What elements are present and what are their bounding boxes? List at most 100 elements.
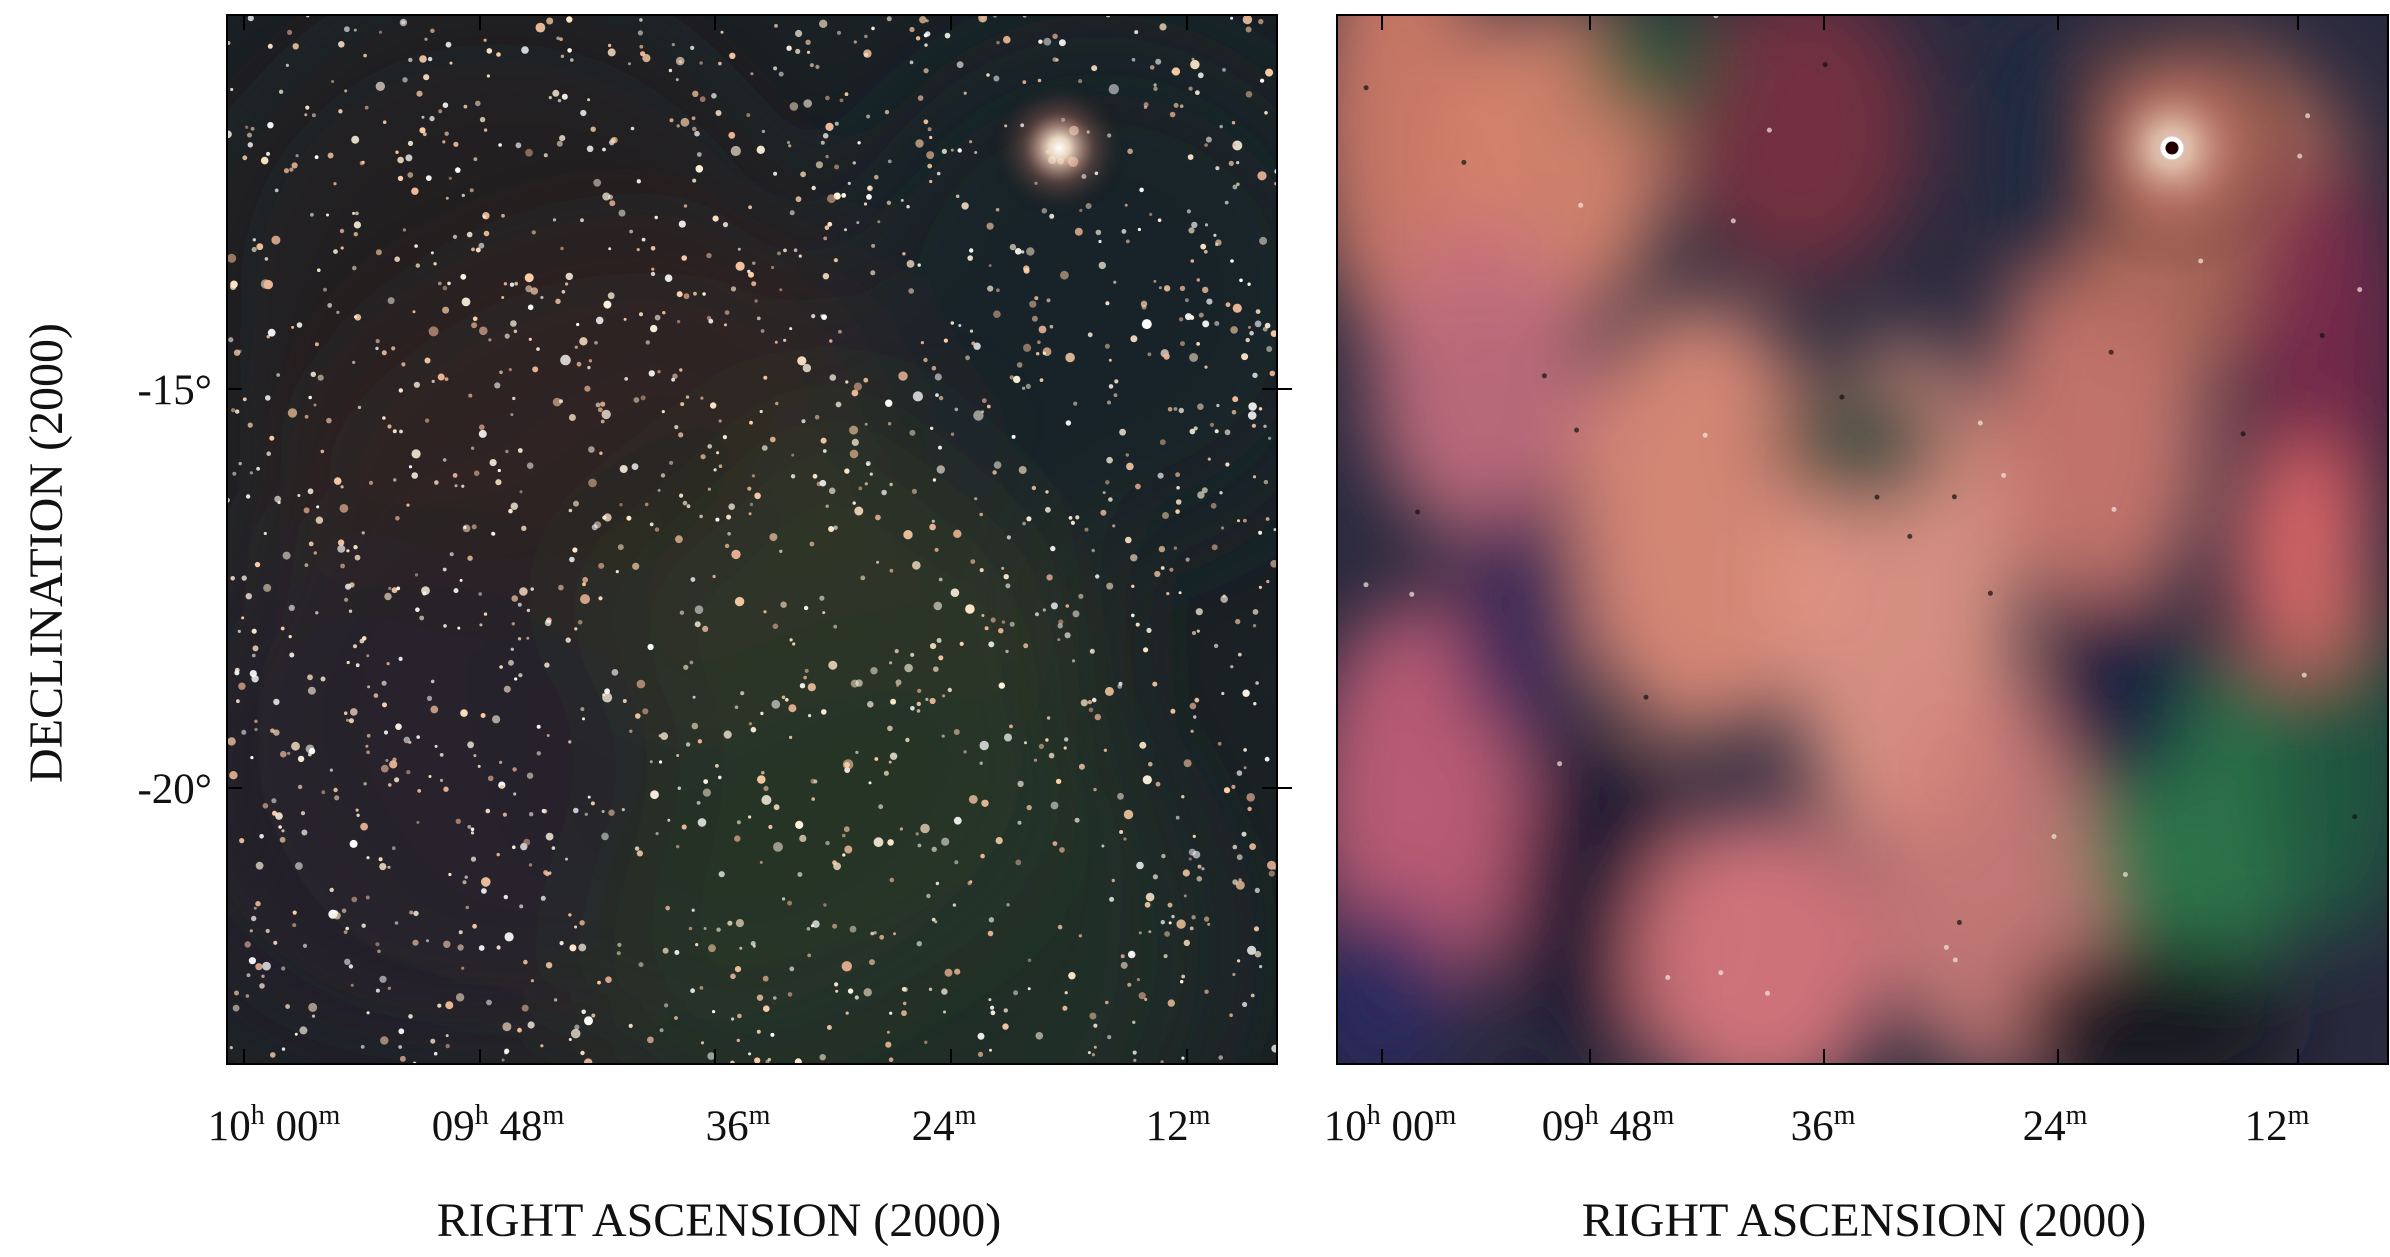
star	[1190, 729, 1194, 733]
star	[422, 56, 426, 60]
star	[356, 813, 360, 817]
star	[1204, 365, 1208, 369]
star	[767, 1057, 771, 1062]
star	[969, 880, 973, 884]
star	[773, 842, 783, 852]
star	[1266, 579, 1270, 584]
star	[1093, 1023, 1098, 1028]
star	[600, 401, 606, 407]
star	[513, 329, 518, 334]
star	[773, 804, 780, 811]
star	[289, 652, 295, 658]
star	[1022, 80, 1027, 84]
star	[1176, 486, 1180, 490]
star	[917, 688, 922, 694]
star	[301, 829, 308, 836]
star	[925, 697, 929, 702]
star	[1152, 874, 1158, 880]
star	[475, 247, 481, 253]
star	[426, 695, 433, 702]
star	[869, 959, 875, 966]
star	[266, 335, 270, 339]
panel-frame	[1336, 14, 2389, 1065]
star	[715, 764, 719, 768]
star	[2198, 258, 2204, 264]
star	[336, 310, 340, 314]
star	[552, 397, 562, 407]
star	[1103, 748, 1108, 752]
star	[304, 414, 309, 419]
star	[519, 587, 528, 596]
star	[1143, 102, 1149, 108]
star	[367, 685, 371, 689]
star	[428, 775, 432, 778]
star	[254, 719, 258, 723]
star	[969, 329, 974, 333]
star	[636, 179, 641, 184]
star	[244, 941, 251, 948]
star	[1248, 402, 1257, 411]
star	[321, 790, 326, 795]
star	[546, 734, 550, 737]
star	[518, 673, 523, 678]
star	[790, 474, 796, 479]
star	[241, 575, 247, 581]
star	[1230, 259, 1234, 263]
star	[943, 338, 949, 343]
star	[1224, 429, 1231, 436]
star	[1074, 817, 1080, 823]
star	[439, 778, 444, 783]
star	[458, 930, 463, 935]
star	[1127, 950, 1136, 959]
star	[694, 130, 700, 137]
star	[849, 925, 857, 933]
star	[227, 737, 236, 746]
star	[934, 373, 942, 381]
star	[430, 705, 439, 714]
star	[822, 273, 830, 280]
star	[1574, 427, 1580, 433]
star	[375, 339, 380, 344]
star	[230, 283, 237, 290]
star	[445, 41, 452, 48]
star	[361, 636, 367, 641]
star	[2108, 349, 2114, 355]
star	[455, 167, 461, 173]
star	[1205, 136, 1212, 143]
star	[699, 514, 703, 519]
star	[1247, 411, 1257, 420]
star	[545, 962, 553, 969]
star	[473, 754, 477, 758]
star	[391, 846, 396, 851]
star	[910, 652, 915, 657]
star	[517, 602, 522, 607]
star	[465, 905, 470, 910]
x-tick-label: 09h 48m	[432, 1100, 565, 1150]
star	[1232, 140, 1243, 151]
star	[1155, 58, 1162, 65]
star	[1001, 620, 1006, 624]
star	[822, 611, 826, 615]
star	[528, 863, 533, 867]
star	[512, 396, 516, 401]
left-image	[227, 15, 1277, 1064]
star	[532, 366, 539, 373]
star	[617, 544, 624, 551]
star	[455, 993, 465, 1002]
star	[1163, 353, 1170, 360]
star	[399, 429, 403, 434]
star	[430, 251, 434, 255]
star	[1091, 697, 1097, 703]
star	[1409, 591, 1415, 597]
star	[998, 682, 1005, 689]
star	[1189, 428, 1196, 435]
star	[531, 230, 536, 235]
star	[630, 126, 635, 131]
star	[1185, 557, 1190, 562]
star	[1209, 422, 1215, 427]
star	[461, 484, 465, 488]
star	[967, 255, 973, 261]
star	[950, 321, 955, 325]
star	[662, 947, 669, 954]
star	[1098, 261, 1107, 270]
